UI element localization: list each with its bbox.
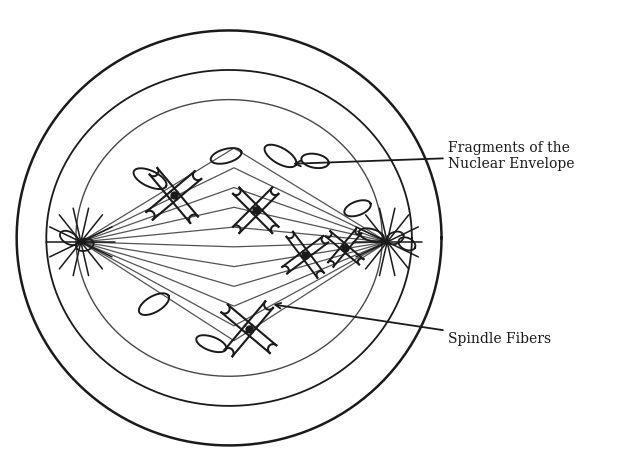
Text: Fragments of the
Nuclear Envelope: Fragments of the Nuclear Envelope (295, 141, 575, 171)
Text: Spindle Fibers: Spindle Fibers (275, 303, 552, 346)
